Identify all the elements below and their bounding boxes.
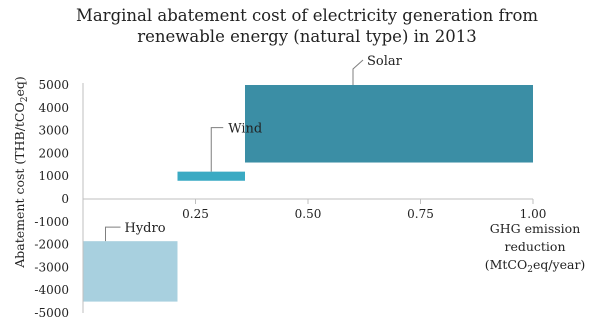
chart-title-line2: renewable energy (natural type) in 2013 (137, 27, 477, 46)
y-tick-label: 3000 (38, 124, 69, 138)
y-axis-title: Abatement cost (THB/tCO2eq) (12, 76, 30, 269)
x-tick-label: 0.50 (295, 207, 322, 221)
x-axis-title-line3-part1: (MtCO (485, 257, 528, 272)
x-axis-title-line3-part3: eq/year) (533, 257, 585, 272)
y-tick-label: 4000 (38, 101, 69, 115)
bar-wind (177, 171, 245, 181)
bar-solar (245, 85, 533, 163)
y-tick-label: -5000 (34, 306, 69, 320)
series-label-hydro: Hydro (125, 221, 166, 236)
x-axis-title-line3: (MtCO2eq/year) (485, 257, 586, 275)
y-tick-label: 1000 (38, 169, 69, 183)
y-axis-title-sub: 2 (20, 97, 30, 103)
y-tick-label: 5000 (38, 78, 69, 92)
callout-line-hydro (105, 226, 121, 242)
x-axis-title-line3-sub: 2 (527, 265, 533, 275)
series-label-solar: Solar (367, 54, 403, 69)
x-tick-label: 1.00 (520, 207, 547, 221)
y-tick-label: 2000 (38, 146, 69, 160)
y-axis-title-part1: Abatement cost (THB/tCO (12, 102, 27, 269)
chart-title-line1: Marginal abatement cost of electricity g… (75, 6, 539, 25)
series-label-wind: Wind (228, 122, 262, 137)
x-axis-title-line1: GHG emission (490, 221, 581, 236)
y-tick-label: -2000 (34, 238, 69, 252)
y-tick-label: 0 (61, 192, 69, 206)
bar-hydro (83, 241, 178, 302)
callout-line-wind (210, 127, 224, 172)
x-axis-title-line2: reduction (504, 239, 565, 254)
y-axis-title-part3: eq) (12, 76, 27, 96)
y-tick-label: -4000 (34, 283, 69, 297)
y-tick-label: -3000 (34, 260, 69, 274)
x-tick-label: 0.25 (182, 207, 209, 221)
callout-line-solar (352, 59, 364, 85)
y-tick-label: -1000 (34, 215, 69, 229)
x-tick-label: 0.75 (407, 207, 434, 221)
